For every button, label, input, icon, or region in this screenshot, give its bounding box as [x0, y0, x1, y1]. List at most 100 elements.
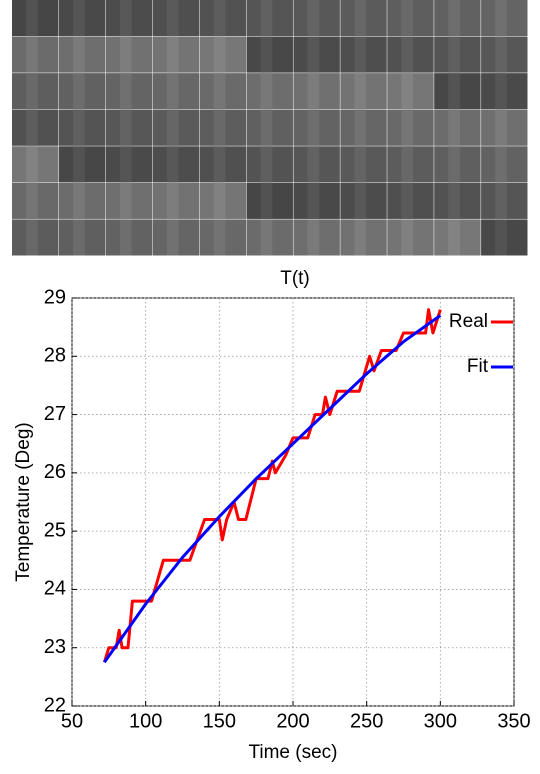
thumbnail-stripe — [166, 219, 179, 256]
thumbnail-stripe — [166, 0, 179, 37]
y-tick-label: 24 — [44, 578, 66, 600]
thumbnail-stripe — [72, 36, 85, 73]
thumbnail-stripe — [307, 36, 320, 73]
data-line — [103, 314, 442, 664]
thumbnail-stripe — [119, 73, 132, 110]
thumbnail-stripe — [213, 146, 226, 183]
thumbnail-grid — [12, 0, 528, 256]
y-tick-label: 22 — [44, 694, 66, 716]
thumbnail-stripe — [354, 219, 367, 256]
thumbnail-stripe — [72, 219, 85, 256]
thumbnail-stripe — [448, 73, 460, 110]
thumbnail-stripe — [26, 146, 38, 183]
thumbnail-stripe — [26, 36, 38, 73]
thumbnail-stripe — [166, 182, 179, 219]
y-tick-label: 25 — [44, 519, 66, 541]
x-tick-label: 200 — [276, 710, 309, 732]
y-tick-label: 23 — [44, 636, 66, 658]
thumbnail-stripe — [401, 219, 414, 256]
thumbnail-stripe — [495, 73, 507, 110]
x-tick-label: 150 — [203, 710, 236, 732]
thumbnail-stripe — [354, 146, 367, 183]
thumbnail-stripe — [166, 36, 179, 73]
x-axis-label: Time (sec) — [248, 742, 337, 763]
legend-label: Real — [449, 311, 488, 332]
y-axis-label: Temperature (Deg) — [13, 422, 34, 581]
thumbnail-stripe — [119, 182, 132, 219]
thumbnail-stripe — [401, 0, 414, 37]
thumbnail-stripe — [119, 146, 132, 183]
thumbnail-stripe — [307, 0, 320, 37]
thumbnail-stripe — [166, 146, 179, 183]
thumbnail-stripe — [213, 0, 226, 37]
thumbnail-stripe — [260, 73, 273, 110]
thumbnail-stripe — [119, 0, 132, 37]
thumbnail-stripe — [260, 219, 273, 256]
thumbnail-stripe — [26, 219, 38, 256]
thumbnail-stripe — [26, 0, 38, 37]
thumbnail-stripe — [495, 182, 507, 219]
y-tick-label: 27 — [44, 403, 66, 425]
thumbnail-stripe — [448, 0, 460, 37]
thumbnail-stripe — [354, 0, 367, 37]
thumbnail-stripe — [72, 0, 85, 37]
thumbnail-stripe — [401, 36, 414, 73]
thumbnail-stripe — [72, 109, 85, 146]
thumbnail-stripe — [495, 0, 507, 37]
thumbnail-stripe — [354, 36, 367, 73]
thumbnail-stripe — [119, 36, 132, 73]
thumbnail-stripe — [213, 219, 226, 256]
thumbnail-stripe — [72, 146, 85, 183]
data-line — [102, 308, 442, 663]
thumbnail-stripe — [448, 36, 460, 73]
thumbnail-stripe — [401, 73, 414, 110]
y-tick-label: 29 — [44, 286, 66, 308]
thumbnail-stripe — [26, 182, 38, 219]
thumbnail-stripe — [260, 182, 273, 219]
thumbnail-stripe — [448, 146, 460, 183]
thumbnail-stripe — [495, 146, 507, 183]
thumbnail-stripe — [307, 219, 320, 256]
x-tick-label: 250 — [350, 710, 383, 732]
x-tick-label: 50 — [61, 710, 83, 732]
thumbnail-stripe — [401, 146, 414, 183]
legend-label: Fit — [467, 356, 489, 377]
thumbnail-stripe — [448, 219, 460, 256]
thumbnail-stripe — [213, 73, 226, 110]
thumbnail-stripe — [495, 36, 507, 73]
thumbnail-stripe — [213, 109, 226, 146]
thumbnail-stripe — [307, 146, 320, 183]
thumbnail-stripe — [495, 219, 507, 256]
thumbnail-stripe — [307, 182, 320, 219]
thumbnail-stripe — [354, 109, 367, 146]
thumbnail-stripe — [260, 146, 273, 183]
thumbnail-stripe — [260, 109, 273, 146]
x-tick-label: 100 — [129, 710, 162, 732]
thumbnail-stripe — [213, 36, 226, 73]
thumbnail-stripe — [307, 73, 320, 110]
thumbnail-stripe — [26, 73, 38, 110]
thumbnail-stripe — [354, 182, 367, 219]
thumbnail-stripe — [119, 219, 132, 256]
y-tick-label: 28 — [44, 345, 66, 367]
thumbnail-stripe — [495, 109, 507, 146]
x-tick-label: 350 — [497, 710, 530, 732]
thumbnail-stripe — [260, 36, 273, 73]
thumbnail-stripe — [260, 0, 273, 37]
thumbnail-stripe — [26, 109, 38, 146]
thumbnail-stripe — [72, 182, 85, 219]
thumbnail-stripe — [166, 73, 179, 110]
chart-title: T(t) — [280, 268, 310, 289]
x-tick-label: 300 — [424, 710, 457, 732]
thumbnail-stripe — [119, 109, 132, 146]
thumbnail-stripe — [166, 109, 179, 146]
y-tick-label: 26 — [44, 461, 66, 483]
thumbnail-stripe — [448, 109, 460, 146]
thumbnail-stripe — [401, 109, 414, 146]
thumbnail-stripe — [213, 182, 226, 219]
thumbnail-stripe — [72, 73, 85, 110]
thumbnail-stripe — [354, 73, 367, 110]
thumbnail-stripe — [448, 182, 460, 219]
thumbnail-stripe — [401, 182, 414, 219]
